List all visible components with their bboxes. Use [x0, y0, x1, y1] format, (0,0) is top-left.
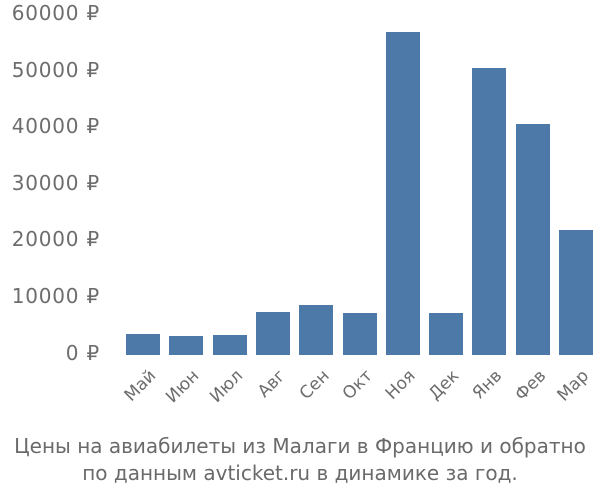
- x-tick-label: Фев: [510, 366, 550, 405]
- x-tick-label: Май: [120, 366, 161, 406]
- x-tick-label: Сен: [295, 366, 334, 404]
- caption-line-2: по данным avticket.ru в динамике за год.: [82, 461, 518, 485]
- bar-янв: [472, 68, 507, 355]
- x-tick-label: Ноя: [382, 366, 420, 404]
- y-tick-label: 20000 ₽: [11, 227, 100, 252]
- x-tick-label: Мар: [553, 366, 594, 406]
- x-tick-label: Дек: [425, 366, 464, 405]
- bar-фев: [515, 124, 550, 355]
- y-tick-label: 60000 ₽: [11, 1, 100, 25]
- bar-сен: [299, 304, 334, 355]
- x-tick-label: Июн: [162, 366, 204, 408]
- caption-line-1: Цены на авиабилеты из Малаги в Францию и…: [14, 434, 586, 458]
- chart-caption: Цены на авиабилеты из Малаги в Францию и…: [0, 433, 600, 487]
- bar-авг: [255, 312, 290, 355]
- bar-дек: [429, 312, 464, 355]
- bar-июн: [169, 336, 204, 355]
- x-tick-label: Янв: [469, 366, 507, 404]
- y-tick-label: 30000 ₽: [11, 170, 100, 195]
- y-tick-label: 40000 ₽: [11, 114, 100, 139]
- bar-июл: [212, 335, 247, 355]
- y-tick-label: 50000 ₽: [11, 57, 100, 82]
- bar-окт: [342, 313, 377, 355]
- x-tick-label: Авг: [254, 366, 291, 402]
- x-tick-label: Июл: [205, 366, 247, 407]
- x-tick-label: Окт: [338, 366, 377, 404]
- bar-мар: [559, 230, 593, 355]
- bar-май: [126, 334, 160, 355]
- plot-area: 0 ₽ 10000 ₽ 20000 ₽ 30000 ₽ 40000 ₽ 50000 ₽ 60…: [11, 1, 594, 408]
- y-tick-label: 0 ₽: [65, 340, 100, 365]
- bar-ноя: [385, 31, 420, 355]
- y-tick-label: 10000 ₽: [11, 283, 100, 308]
